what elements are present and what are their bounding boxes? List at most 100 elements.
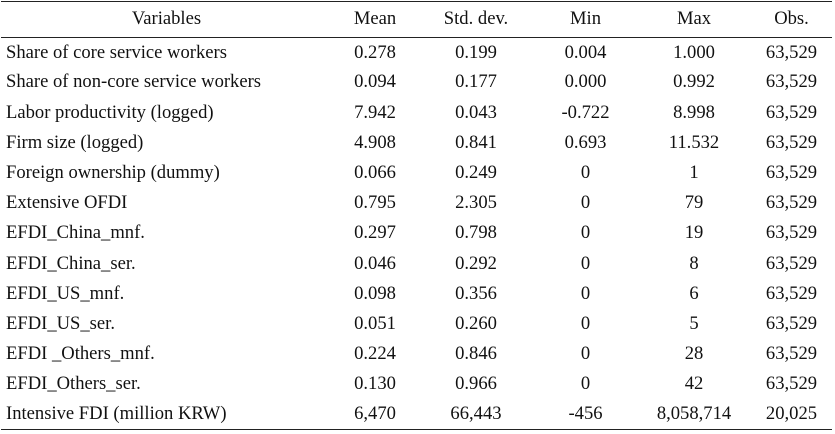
header-max: Max [676,8,712,30]
cell-std-dev: 0.177 [455,71,497,93]
table-row: Firm size (logged) 4.908 0.841 0.693 11.532 6… [1,128,832,158]
cell-obs: 63,529 [765,282,818,304]
cell-std-dev: 0.199 [455,41,497,63]
header-min: Min [570,8,601,30]
cell-mean: 0.094 [354,71,396,93]
cell-variable: Firm size (logged) [6,131,144,153]
table-row: Share of non-core service workers 0.094 0.… [1,68,832,98]
cell-variable: Share of non-core service workers [6,71,262,93]
cell-obs: 63,529 [765,252,818,274]
table-row: Share of core service workers 0.278 0.199 0… [1,38,832,68]
cell-std-dev: 0.043 [455,101,497,123]
cell-std-dev: 0.841 [455,131,497,153]
cell-variable: EFDI _Others_mnf. [6,343,155,365]
cell-std-dev: 2.305 [455,192,497,214]
cell-mean: 7.942 [354,101,396,123]
cell-std-dev: 0.249 [455,162,497,184]
cell-min: 0.000 [564,71,607,93]
cell-min: -456 [568,403,603,425]
cell-mean: 0.278 [354,41,396,63]
cell-variable: EFDI_China_mnf. [6,222,145,244]
cell-variable: Intensive FDI (million KRW) [6,403,227,425]
cell-obs: 63,529 [765,192,818,214]
header-variables: Variables [131,8,202,30]
cell-mean: 0.297 [354,222,396,244]
table-row: EFDI_China_mnf. 0.297 0.798 0 19 63,529 [1,219,832,249]
cell-mean: 0.130 [354,373,396,395]
cell-variable: Labor productivity (logged) [6,101,214,123]
cell-max: 1.000 [673,41,715,63]
cell-obs: 63,529 [765,162,818,184]
cell-max: 1 [689,162,699,184]
table-row: EFDI_US_ser. 0.051 0.260 0 5 63,529 [1,309,832,339]
cell-obs: 20,025 [765,403,818,425]
cell-max: 5 [689,312,699,334]
table-body: Share of core service workers 0.278 0.199 0… [1,38,832,430]
header-row: Variables Mean Std. dev. Min Max Obs. [1,1,832,38]
cell-min: 0 [580,192,591,214]
header-mean: Mean [353,8,397,30]
cell-std-dev: 0.292 [455,252,497,274]
header-std-dev: Std. dev. [443,8,509,30]
cell-min: 0 [580,282,591,304]
cell-std-dev: 0.798 [455,222,497,244]
cell-obs: 63,529 [765,71,818,93]
cell-mean: 4.908 [354,131,396,153]
cell-min: 0 [580,162,591,184]
table-row: Labor productivity (logged) 7.942 0.043 -0.… [1,98,832,128]
cell-max: 11.532 [668,131,720,153]
cell-std-dev: 0.356 [455,282,497,304]
cell-variable: Foreign ownership (dummy) [6,162,220,184]
cell-mean: 0.051 [354,312,396,334]
cell-mean: 0.224 [354,343,396,365]
cell-mean: 0.046 [354,252,396,274]
cell-max: 19 [684,222,704,244]
cell-std-dev: 0.846 [455,343,497,365]
cell-obs: 63,529 [765,101,818,123]
cell-max: 0.992 [673,71,715,93]
cell-min: 0 [580,373,591,395]
cell-mean: 0.066 [354,162,396,184]
cell-min: -0.722 [561,101,610,123]
cell-max: 28 [684,343,704,365]
cell-std-dev: 0.966 [455,373,497,395]
cell-obs: 63,529 [765,312,818,334]
cell-mean: 0.795 [354,192,396,214]
cell-obs: 63,529 [765,131,818,153]
cell-obs: 63,529 [765,343,818,365]
cell-min: 0 [580,343,591,365]
cell-max: 6 [689,282,699,304]
cell-variable: EFDI_US_mnf. [6,282,125,304]
cell-mean: 0.098 [354,282,396,304]
header-obs: Obs. [774,8,809,30]
table-row: EFDI_China_ser. 0.046 0.292 0 8 63,529 [1,249,832,279]
cell-min: 0 [580,252,591,274]
table-header: Variables Mean Std. dev. Min Max Obs. [1,1,832,38]
table-row: EFDI_US_mnf. 0.098 0.356 0 6 63,529 [1,279,832,309]
table-row: Extensive OFDI 0.795 2.305 0 79 63,529 [1,188,832,218]
cell-variable: Extensive OFDI [6,192,128,214]
cell-max: 8.998 [673,101,715,123]
cell-variable: EFDI_Others_ser. [6,373,141,395]
cell-min: 0.004 [564,41,607,63]
cell-obs: 63,529 [765,222,818,244]
cell-min: 0 [580,312,591,334]
table-row: EFDI_Others_ser. 0.130 0.966 0 42 63,529 [1,370,832,400]
cell-std-dev: 0.260 [455,312,497,334]
cell-variable: EFDI_US_ser. [6,312,115,334]
cell-max: 79 [684,192,704,214]
cell-min: 0.693 [564,131,607,153]
table-row: Intensive FDI (million KRW) 6,470 66,443 -4… [1,400,832,430]
cell-obs: 63,529 [765,41,818,63]
cell-max: 8,058,714 [656,403,732,425]
cell-mean: 6,470 [354,403,396,425]
cell-max: 8 [689,252,699,274]
cell-max: 42 [684,373,704,395]
cell-variable: EFDI_China_ser. [6,252,136,274]
table-row: Foreign ownership (dummy) 0.066 0.249 0 1 63,… [1,158,832,188]
table-row: EFDI _Others_mnf. 0.224 0.846 0 28 63,529 [1,339,832,369]
cell-variable: Share of core service workers [6,41,227,63]
cell-min: 0 [580,222,591,244]
